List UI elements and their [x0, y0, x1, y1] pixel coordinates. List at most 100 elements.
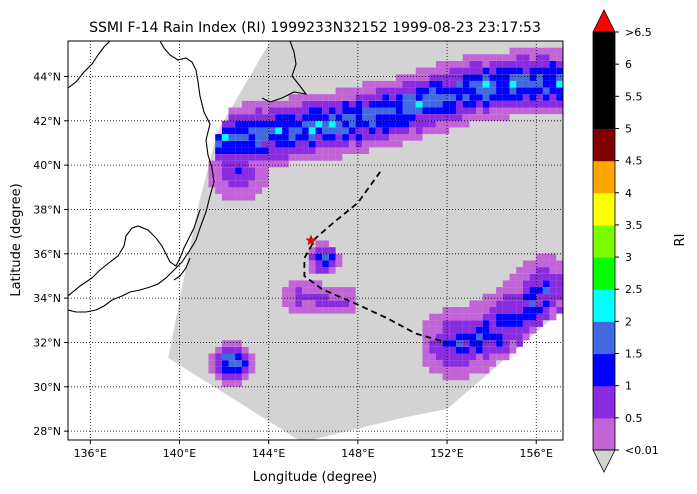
rain-cell	[241, 160, 249, 168]
rain-cell	[496, 300, 503, 307]
rain-cell	[241, 100, 249, 108]
rain-cell	[215, 353, 222, 361]
rain-cell	[456, 320, 463, 327]
rain-cell	[328, 307, 336, 314]
rain-cell	[429, 80, 436, 88]
rain-cell	[469, 67, 477, 75]
rain-cell	[288, 120, 296, 128]
colorbar-segment	[593, 224, 615, 258]
rain-cell	[375, 87, 383, 95]
rain-cell	[395, 87, 403, 95]
rain-cell	[549, 280, 557, 287]
rain-cell	[375, 80, 383, 88]
x-tick-label: 148°E	[341, 447, 374, 460]
rain-cell	[322, 247, 329, 254]
rain-cell	[221, 134, 229, 141]
rain-cell	[348, 127, 356, 135]
rain-cell	[502, 87, 510, 95]
rain-cell	[282, 147, 289, 154]
rain-cell	[221, 140, 229, 148]
rain-cell	[456, 313, 463, 321]
rain-cell	[556, 80, 563, 88]
rain-cell	[516, 300, 523, 307]
rain-cell	[275, 147, 283, 154]
rain-cell	[262, 100, 269, 108]
rain-cell	[429, 107, 436, 115]
rain-cell	[542, 67, 550, 75]
rain-cell	[268, 120, 276, 128]
rain-cell	[522, 67, 530, 75]
rain-cell	[322, 94, 329, 101]
colorbar-segment	[593, 289, 615, 322]
rain-cell	[476, 326, 483, 334]
rain-cell	[536, 300, 543, 307]
colorbar-segment	[593, 417, 615, 451]
rain-cell	[529, 61, 537, 68]
rain-cell	[342, 300, 349, 307]
rain-cell	[536, 280, 543, 287]
rain-cell	[342, 140, 349, 148]
colorbar-tick-label: 5	[625, 122, 632, 135]
rain-cell	[469, 360, 477, 367]
rain-cell	[288, 280, 296, 287]
rain-cell	[228, 140, 236, 148]
rain-cell	[282, 134, 289, 141]
rain-cell	[429, 114, 436, 121]
rain-cell	[449, 107, 456, 115]
rain-cell	[235, 114, 242, 121]
rain-cell	[449, 353, 456, 361]
rain-cell	[522, 87, 530, 95]
rain-cell	[462, 346, 470, 354]
rain-cell	[395, 80, 403, 88]
rain-cell	[442, 107, 450, 115]
rain-cell	[315, 267, 323, 274]
rain-cell	[328, 134, 336, 141]
rain-cell	[422, 107, 430, 115]
rain-cell	[516, 47, 523, 55]
rain-cell	[522, 300, 530, 307]
rain-cell	[489, 333, 497, 341]
rain-cell	[342, 147, 349, 154]
rain-cell	[462, 100, 470, 108]
rain-cell	[556, 280, 563, 287]
rain-cell	[536, 74, 543, 81]
rain-cell	[482, 74, 490, 81]
y-axis-ticks: 28°N 30°N 32°N 34°N 36°N 38°N 40°N 42°N 44°N	[33, 70, 68, 438]
rain-cell	[402, 134, 410, 141]
rain-cell	[362, 134, 369, 141]
rain-cell	[529, 287, 537, 294]
rain-cell	[549, 293, 557, 301]
rain-cell	[348, 140, 356, 148]
rain-cell	[489, 307, 497, 314]
rain-cell	[322, 253, 329, 261]
rain-cell	[221, 194, 229, 201]
y-tick-label: 44°N	[33, 70, 61, 83]
rain-cell	[476, 366, 483, 374]
rain-cell	[348, 307, 356, 314]
rain-cell	[469, 300, 477, 307]
rain-cell	[328, 300, 336, 307]
rain-cell	[496, 326, 503, 334]
rain-cell	[456, 353, 463, 361]
rain-cell	[295, 100, 303, 108]
rain-cell	[442, 127, 450, 135]
rain-cell	[422, 94, 430, 101]
rain-cell	[549, 300, 557, 307]
rain-cell	[449, 100, 456, 108]
rain-cell	[308, 154, 316, 161]
rain-cell	[469, 74, 477, 81]
rain-cell	[215, 167, 222, 174]
rain-cell	[516, 320, 523, 327]
rain-cell	[469, 114, 477, 121]
rain-cell	[315, 154, 323, 161]
rain-cell	[348, 114, 356, 121]
rain-cell	[442, 320, 450, 327]
rain-cell	[462, 74, 470, 81]
rain-cell	[369, 94, 376, 101]
rain-cell	[482, 114, 490, 121]
rain-cell	[502, 326, 510, 334]
rain-cell	[369, 127, 376, 135]
rain-cell	[362, 80, 369, 88]
rain-cell	[402, 94, 410, 101]
rain-cell	[442, 333, 450, 341]
